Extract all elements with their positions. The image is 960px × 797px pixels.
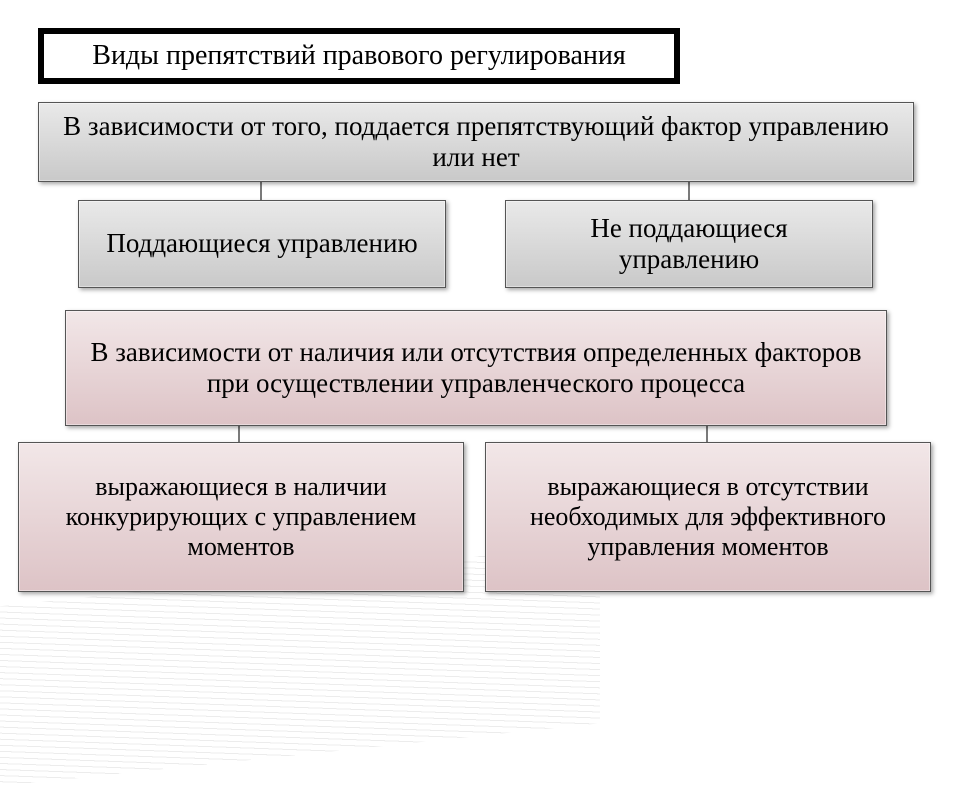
group2-left: выражающиеся в наличии конкурирующих с у…: [18, 442, 464, 592]
diagram-stage: Виды препятствий правового регулирования…: [0, 0, 960, 720]
connector-g1-right: [688, 182, 690, 202]
group2-header: В зависимости от наличия или отсутствия …: [65, 310, 887, 426]
diagram-title: Виды препятствий правового регулирования: [38, 28, 680, 84]
group1-right-text: Не поддающиеся управлению: [520, 213, 858, 275]
connector-g1-left: [260, 182, 262, 202]
title-text: Виды препятствий правового регулирования: [92, 41, 625, 72]
group2-right: выражающиеся в отсутствии необходимых дл…: [485, 442, 931, 592]
group1-header-text: В зависимости от того, поддается препятс…: [53, 111, 899, 173]
group2-header-text: В зависимости от наличия или отсутствия …: [80, 337, 872, 399]
group1-right: Не поддающиеся управлению: [505, 200, 873, 288]
group1-left-text: Поддающиеся управлению: [106, 228, 417, 259]
group2-right-text: выражающиеся в отсутствии необходимых дл…: [500, 472, 916, 562]
group2-left-text: выражающиеся в наличии конкурирующих с у…: [33, 472, 449, 562]
group1-left: Поддающиеся управлению: [78, 200, 446, 288]
group1-header: В зависимости от того, поддается препятс…: [38, 102, 914, 182]
